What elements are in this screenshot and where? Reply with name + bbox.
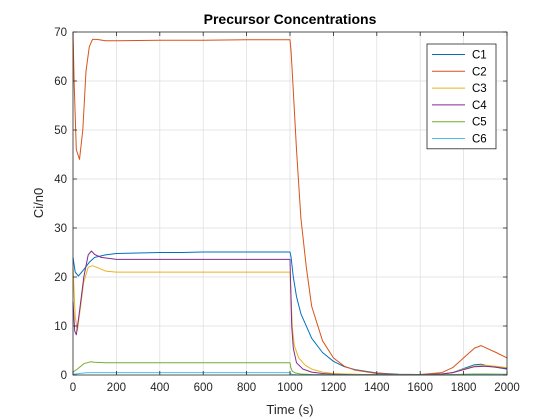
y-axis-label: Ci/n0 [31, 188, 46, 218]
y-tick-label: 0 [61, 370, 67, 382]
y-tick-label: 70 [54, 27, 67, 39]
x-tick-label: 1200 [321, 382, 347, 394]
y-tick-label: 40 [54, 174, 67, 186]
series-lines [72, 31, 508, 376]
x-tick-label: 200 [107, 382, 126, 394]
legend: C1 C2 C3 C4 C5 C6 [426, 43, 497, 150]
x-tick-label: 400 [150, 382, 169, 394]
x-tick-label: 1400 [364, 382, 390, 394]
y-tick-label: 30 [54, 223, 67, 235]
y-tick-label: 10 [54, 321, 67, 333]
legend-label-c6: C6 [472, 134, 487, 146]
x-tick-label: 1000 [277, 382, 303, 394]
series-line-c2 [72, 31, 508, 375]
legend-box [426, 43, 497, 150]
y-tick-label: 60 [54, 76, 67, 88]
x-tick-label: 1600 [407, 382, 433, 394]
legend-label-c2: C2 [472, 66, 487, 78]
x-axis-ticks: 0 200 400 600 800 1000 1200 1400 1600 1800 2000 [70, 32, 520, 394]
x-tick-label: 800 [237, 382, 256, 394]
series-line-c4 [72, 250, 508, 376]
x-tick-label: 600 [194, 382, 213, 394]
legend-label-c1: C1 [472, 50, 487, 62]
y-tick-label: 20 [54, 272, 67, 284]
legend-label-c4: C4 [472, 100, 487, 112]
y-tick-label: 50 [54, 125, 67, 137]
x-axis-label: Time (s) [266, 402, 313, 417]
chart-title: Precursor Concentrations [204, 11, 377, 27]
legend-label-c5: C5 [472, 117, 487, 129]
x-tick-label: 2000 [494, 382, 520, 394]
x-tick-label: 1800 [451, 382, 477, 394]
y-axis-ticks: 0 10 20 30 40 50 60 70 [54, 27, 507, 382]
legend-label-c3: C3 [472, 83, 487, 95]
x-tick-label: 0 [70, 382, 76, 394]
